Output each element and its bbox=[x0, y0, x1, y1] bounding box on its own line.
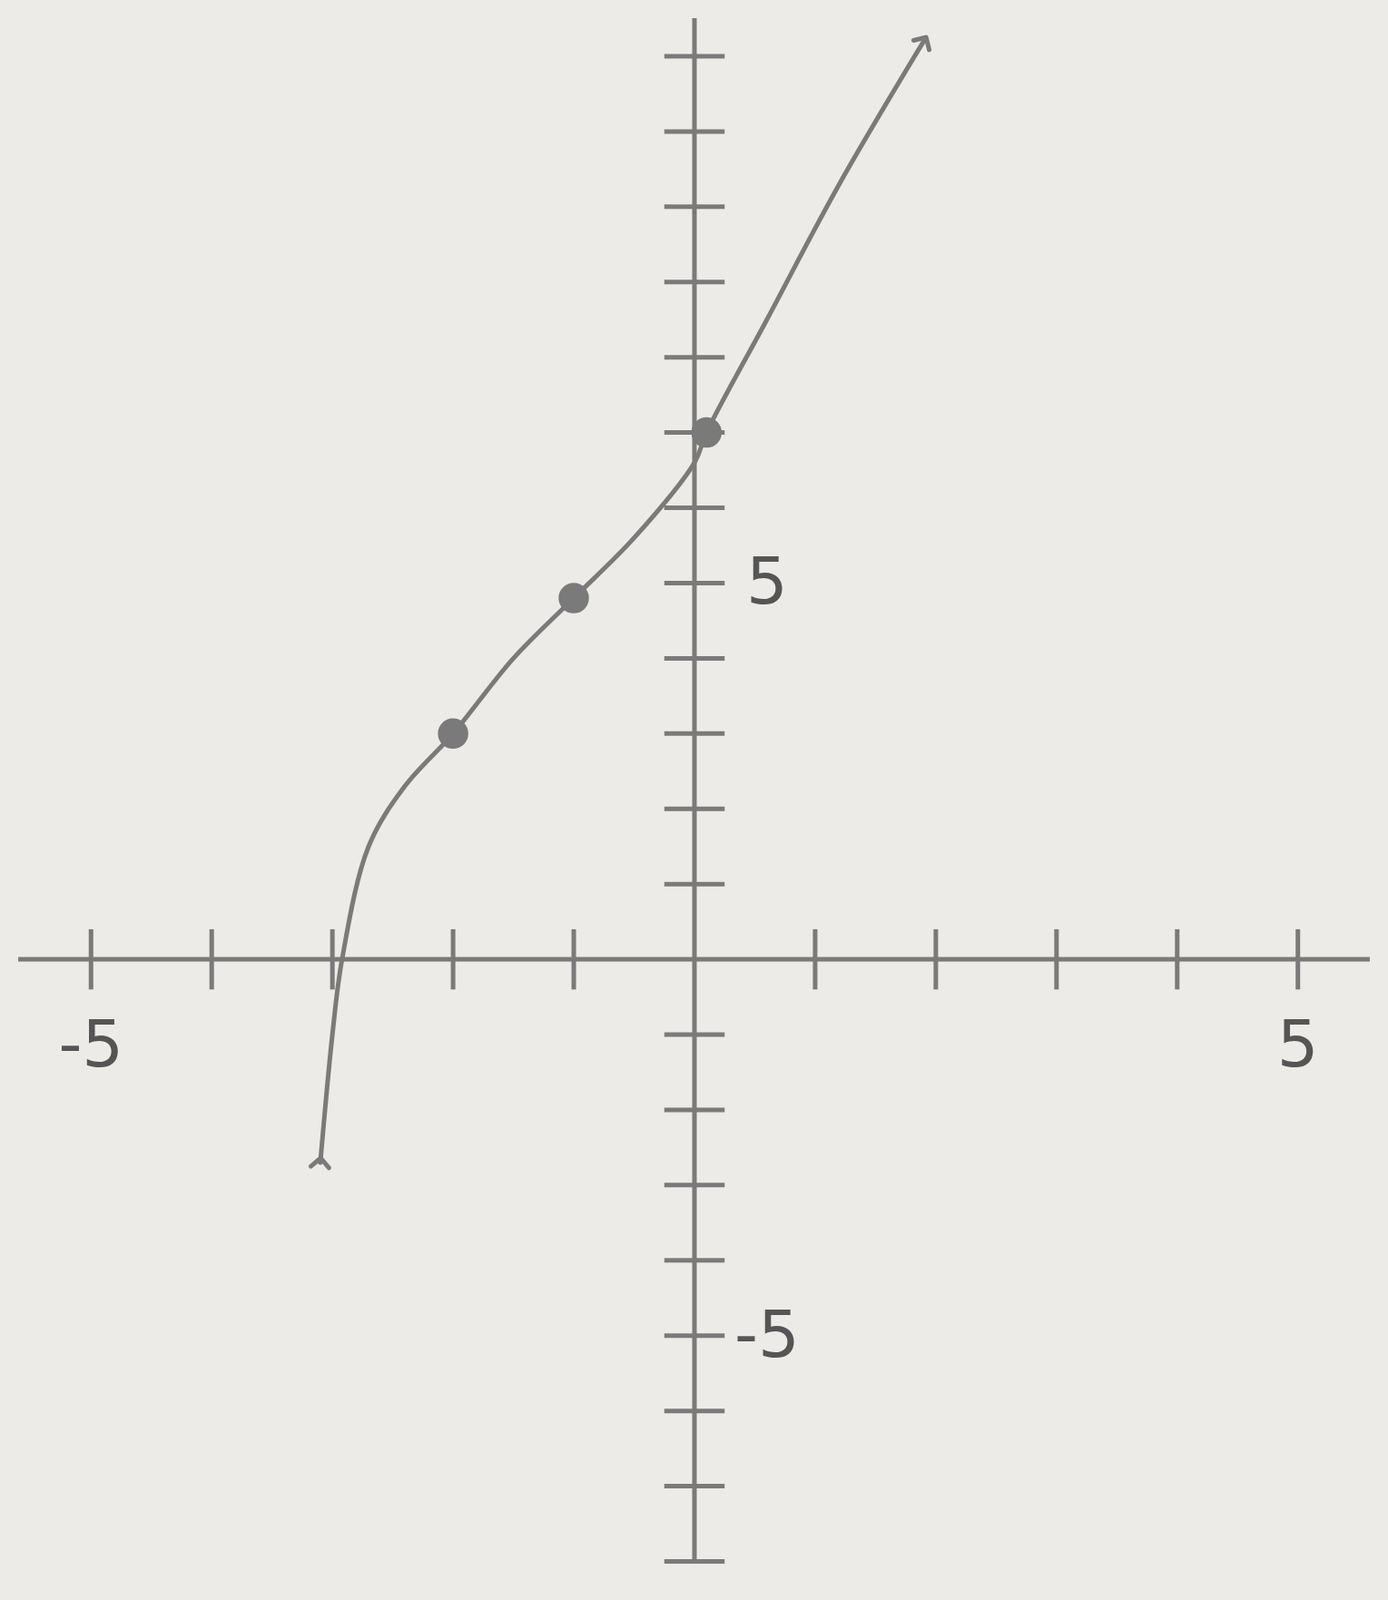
svg-text:-5: -5 bbox=[58, 1005, 124, 1083]
svg-text:5: 5 bbox=[1277, 1005, 1320, 1083]
svg-text:5: 5 bbox=[746, 542, 788, 620]
svg-text:-5: -5 bbox=[734, 1296, 800, 1373]
